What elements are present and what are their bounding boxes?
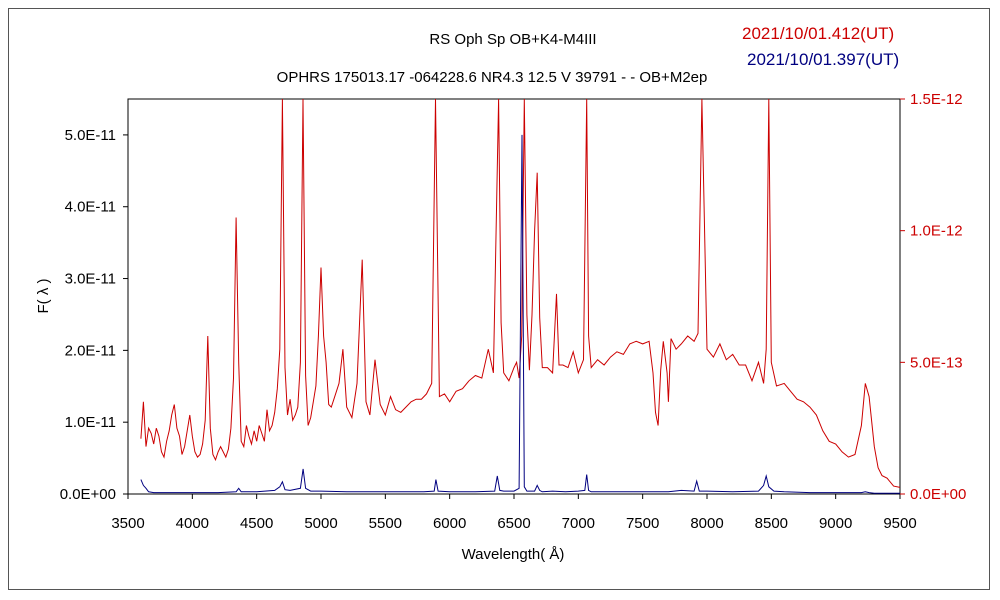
legend-entry-blue: 2021/10/01.397(UT) bbox=[747, 50, 899, 69]
x-tick-label: 6500 bbox=[497, 515, 530, 532]
y-left-tick-label: 3.0E-11 bbox=[65, 271, 116, 288]
x-tick-label: 7000 bbox=[562, 515, 595, 532]
y-right-tick-label: 1.0E-12 bbox=[910, 223, 963, 240]
y-left-tick-label: 1.0E-11 bbox=[65, 414, 116, 431]
y-right-tick-label: 5.0E-13 bbox=[910, 354, 963, 371]
chart-frame bbox=[8, 8, 990, 590]
y-left-tick-label: 0.0E+00 bbox=[60, 486, 116, 503]
series-group bbox=[140, 98, 901, 494]
right-y-axis: 0.0E+00 5.0E-13 1.0E-12 1.5E-12 bbox=[900, 91, 966, 503]
x-tick-label: 4000 bbox=[176, 515, 209, 532]
x-tick-label: 6000 bbox=[433, 515, 466, 532]
x-tick-label: 9000 bbox=[819, 515, 852, 532]
chart-title: RS Oph Sp OB+K4-M4III bbox=[429, 31, 596, 48]
series-line-blue bbox=[140, 134, 900, 494]
y-axis-label: F( λ ) bbox=[35, 279, 52, 314]
x-axis: 3500 4000 4500 5000 5500 6000 6500 7000 7500 8000… bbox=[111, 494, 917, 532]
x-tick-label: 8000 bbox=[690, 515, 723, 532]
x-tick-label: 3500 bbox=[111, 515, 144, 532]
y-left-tick-label: 5.0E-11 bbox=[65, 127, 116, 144]
series-line-red bbox=[140, 98, 901, 488]
plot-area bbox=[127, 98, 901, 495]
y-left-tick-label: 4.0E-11 bbox=[65, 199, 116, 216]
x-tick-label: 5000 bbox=[304, 515, 337, 532]
y-right-tick-label: 0.0E+00 bbox=[910, 486, 966, 503]
x-axis-label: Wavelength( Å) bbox=[462, 546, 565, 563]
left-y-axis: 0.0E+00 1.0E-11 2.0E-11 3.0E-11 4.0E-11 5.0E-… bbox=[60, 127, 128, 503]
legend-entry-red: 2021/10/01.412(UT) bbox=[742, 24, 894, 43]
x-tick-label: 7500 bbox=[626, 515, 659, 532]
x-tick-label: 9500 bbox=[883, 515, 916, 532]
x-tick-label: 4500 bbox=[240, 515, 273, 532]
y-right-tick-label: 1.5E-12 bbox=[910, 91, 963, 108]
x-tick-label: 8500 bbox=[755, 515, 788, 532]
chart-subtitle: OPHRS 175013.17 -064228.6 NR4.3 12.5 V 3… bbox=[277, 69, 708, 86]
x-tick-label: 5500 bbox=[369, 515, 402, 532]
y-left-tick-label: 2.0E-11 bbox=[65, 342, 116, 359]
